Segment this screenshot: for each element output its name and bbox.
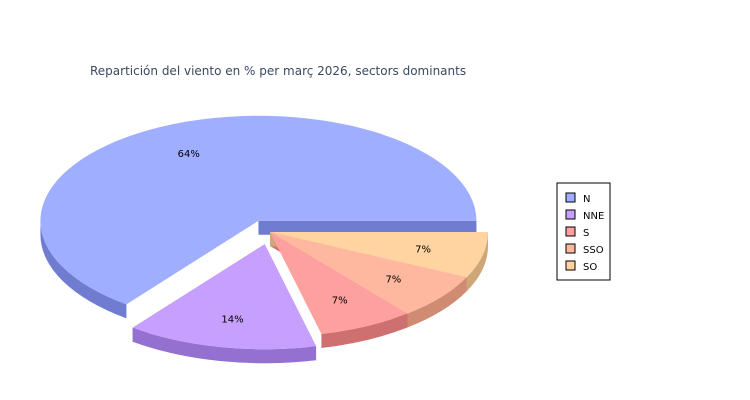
legend-swatch-s	[565, 226, 576, 237]
slice-side-n	[40, 220, 127, 319]
slice-label-s: 7%	[332, 296, 348, 307]
slice-s	[270, 232, 408, 335]
legend-swatch-sso	[565, 243, 576, 254]
pie-labels: 64% 14% 7% 7% 7%	[178, 149, 431, 325]
pie-top	[40, 115, 488, 350]
slice-side-nne	[132, 327, 317, 364]
slice-side-sso	[407, 277, 467, 328]
legend-swatch-nne	[565, 209, 576, 220]
legend-swatch-n	[565, 192, 576, 203]
slice-label-so: 7%	[415, 245, 431, 256]
slice-side-s	[321, 313, 408, 349]
slice-label-sso: 7%	[385, 275, 401, 286]
legend-swatch-so	[565, 260, 576, 271]
legend-label-s: S	[583, 228, 589, 239]
legend-label-so: SO	[583, 262, 597, 273]
legend: N NNE S SSO SO	[556, 182, 611, 281]
legend-label-n: N	[583, 194, 590, 205]
slice-n	[40, 115, 477, 305]
legend-label-nne: NNE	[583, 211, 604, 222]
slice-label-n: 64%	[178, 149, 200, 160]
slice-side-so	[466, 232, 488, 292]
slice-wall-n-0	[258, 220, 477, 235]
legend-label-sso: SSO	[583, 245, 604, 256]
slice-nne	[132, 244, 317, 350]
slice-label-nne: 14%	[221, 314, 243, 325]
slice-sso	[270, 232, 467, 314]
chart-title: Repartición del viento en % per març 202…	[90, 64, 466, 78]
slice-so	[270, 232, 488, 278]
